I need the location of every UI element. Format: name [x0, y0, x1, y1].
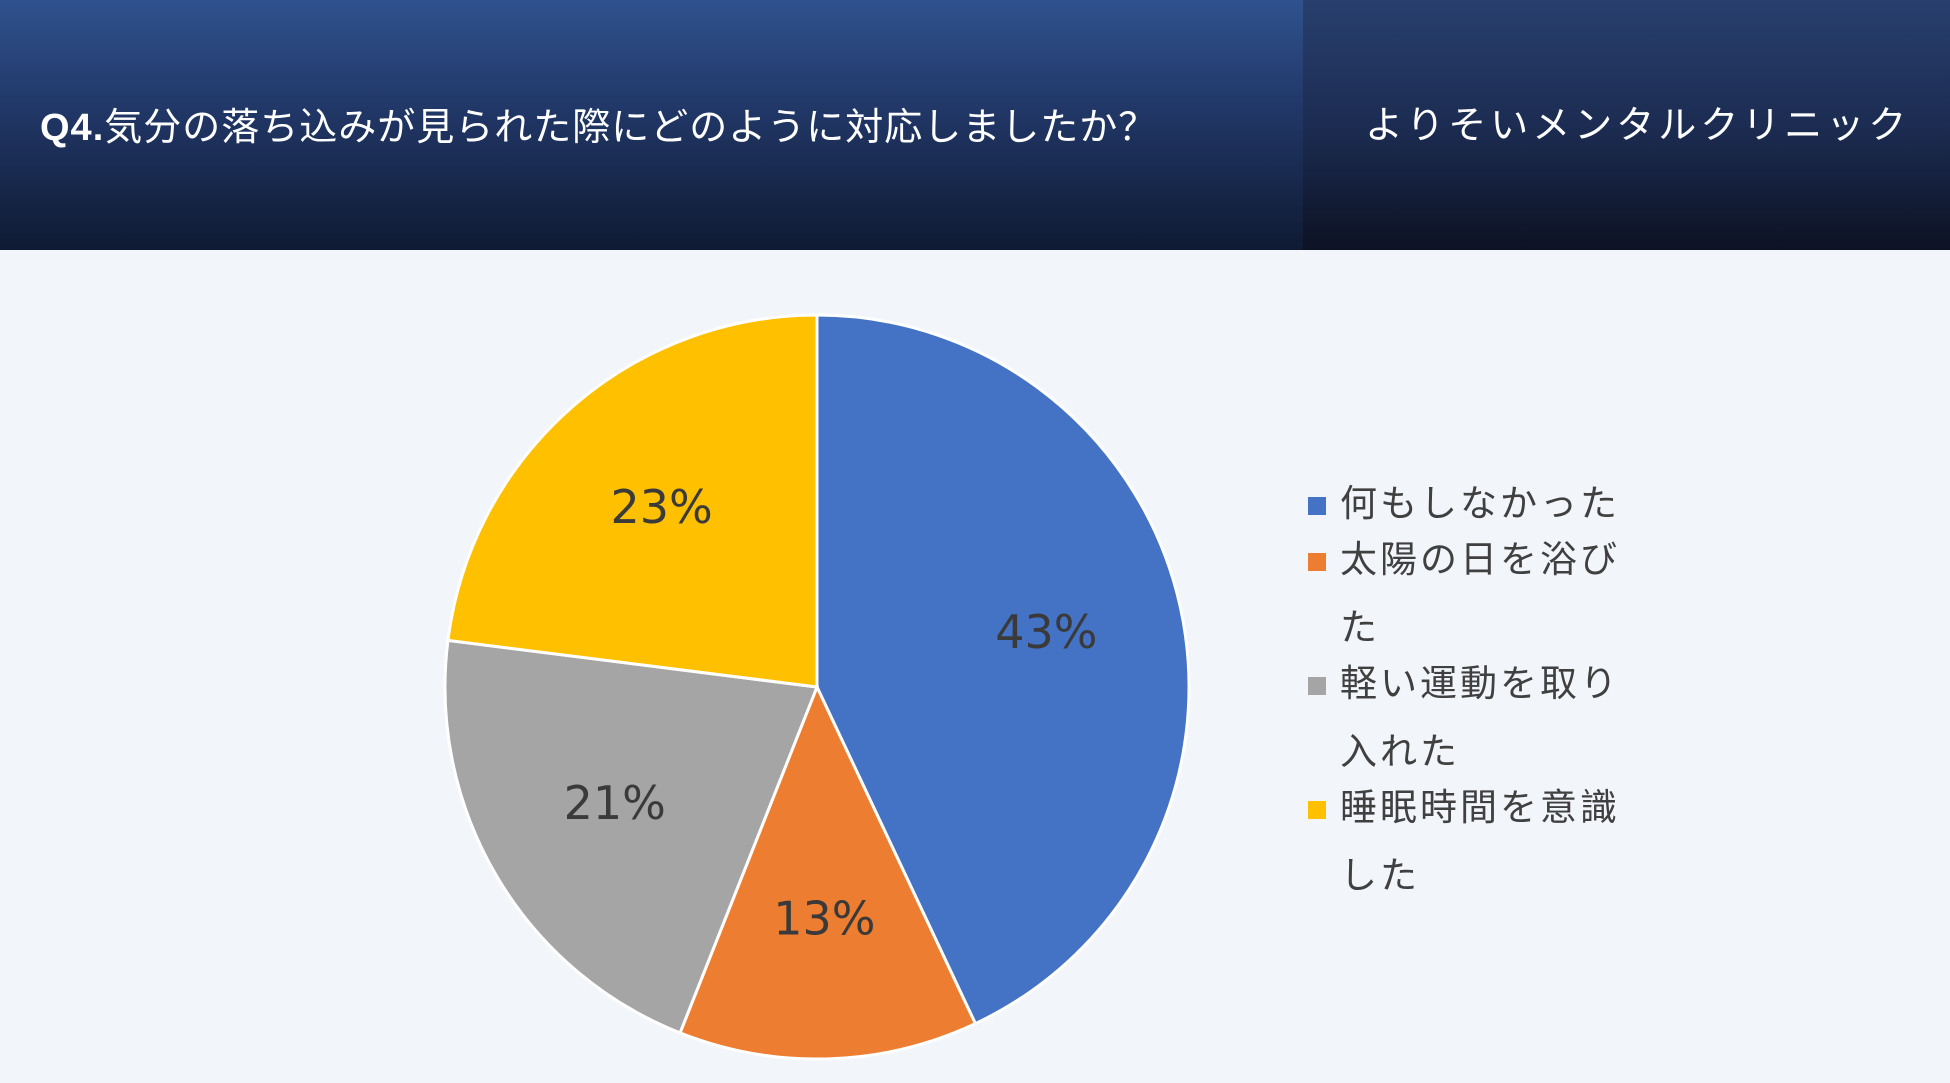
legend-swatch-3 — [1308, 801, 1326, 819]
legend-label-3: 睡眠時間を意識した — [1340, 786, 1620, 897]
pie-value-label-2: 21% — [564, 776, 666, 830]
legend-label-2: 軽い運動を取り入れた — [1340, 662, 1620, 773]
legend-swatch-0 — [1308, 497, 1326, 515]
pie-value-label-0: 43% — [995, 605, 1097, 659]
question-label: Q4. — [40, 107, 105, 149]
pie-slices — [443, 313, 1191, 1061]
pie-value-label-1: 13% — [773, 891, 875, 945]
header-banner: Q4.気分の落ち込みが見られた際にどのように対応しましたか？ よりそいメンタルク… — [0, 0, 1950, 250]
legend-swatch-2 — [1308, 677, 1326, 695]
legend-item-2: 軽い運動を取り入れた — [1306, 650, 1646, 786]
question-text: 気分の落ち込みが見られた際にどのように対応しましたか？ — [104, 105, 1158, 149]
pie-slice-2 — [443, 638, 820, 1035]
legend-label-1: 太陽の日を浴びた — [1340, 538, 1620, 649]
pie-slice-1 — [678, 683, 978, 1061]
legend-item-0: 何もしなかった — [1306, 470, 1646, 538]
pie-slice-0 — [815, 313, 1191, 1026]
chart-legend: 何もしなかった太陽の日を浴びた 軽い運動を取り入れた 睡眠時間を意識した — [1306, 470, 1646, 898]
pie-slice-3 — [446, 313, 819, 689]
question-title: Q4.気分の落ち込みが見られた際にどのように対応しましたか？ — [40, 96, 1157, 151]
legend-item-3: 睡眠時間を意識した — [1306, 774, 1646, 910]
legend-item-1: 太陽の日を浴びた — [1306, 526, 1646, 662]
pie-value-labels: 43% 13% 21% 23% — [564, 480, 1098, 945]
pie-value-label-3: 23% — [610, 480, 712, 534]
legend-label-0: 何もしなかった — [1340, 482, 1620, 525]
legend-swatch-1 — [1308, 553, 1326, 571]
header-right-panel — [1303, 0, 1950, 250]
clinic-name: よりそいメンタルクリニック — [1365, 103, 1911, 147]
